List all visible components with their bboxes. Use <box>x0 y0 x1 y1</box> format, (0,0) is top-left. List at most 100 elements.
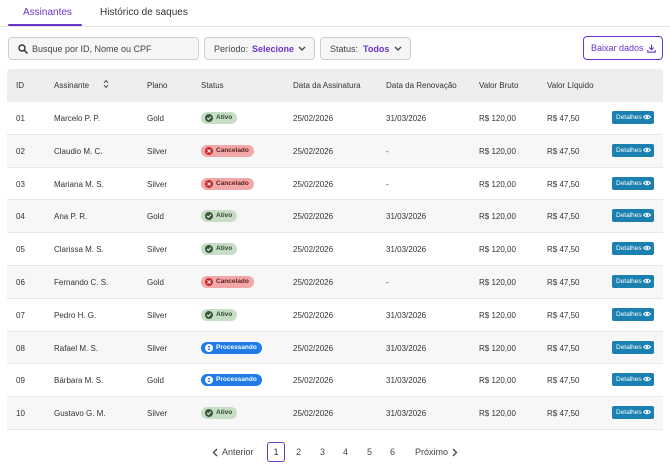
eye-icon <box>643 409 651 415</box>
cell-valor-liquido: R$ 47,50 <box>547 179 580 189</box>
header-valor-liquido: Valor Líquido <box>547 81 594 90</box>
cell-id: 04 <box>16 212 25 222</box>
cell-plano: Gold <box>147 212 164 222</box>
period-filter-value: Selecione <box>252 43 295 54</box>
page-button[interactable]: 4 <box>343 447 349 457</box>
search-icon <box>18 44 28 54</box>
search-input[interactable]: Busque por ID, Nome ou CPF <box>8 37 199 60</box>
status-badge: Ativo <box>201 308 238 321</box>
cell-data-renovacao: 31/03/2026 <box>386 376 427 386</box>
period-filter-dropdown[interactable]: Período: Selecione <box>204 37 315 60</box>
cell-id: 03 <box>16 179 25 189</box>
header-assinante[interactable]: Assinante <box>54 81 90 90</box>
table-row: 10 Gustavo G. M. Silver Ativo 25/02/2026 31/0… <box>7 397 663 430</box>
hourglass-icon <box>205 376 213 385</box>
cell-valor-bruto: R$ 120,00 <box>479 376 516 386</box>
status-badge-label: Ativo <box>216 245 233 253</box>
details-button-label: Detalhes <box>616 277 642 285</box>
cell-plano: Silver <box>147 343 168 353</box>
period-filter-label: Período: <box>214 43 249 54</box>
cell-assinante: Pedro H. G. <box>54 310 97 320</box>
cell-valor-bruto: R$ 120,00 <box>479 343 516 353</box>
cell-assinante: Rafael M. S. <box>54 343 99 353</box>
chevron-down-icon <box>298 46 306 51</box>
status-badge-label: Ativo <box>216 114 233 121</box>
x-circle-icon <box>205 146 213 155</box>
details-button[interactable]: Detalhes <box>612 406 654 420</box>
details-button-label: Detalhes <box>616 179 642 187</box>
table-row: 09 Bárbara M. S. Gold Processando 25/02/2026… <box>7 364 663 398</box>
details-button[interactable]: Detalhes <box>612 176 654 190</box>
hourglass-icon <box>205 343 213 352</box>
details-button[interactable]: Detalhes <box>612 274 654 288</box>
eye-icon <box>643 344 651 349</box>
cell-valor-liquido: R$ 47,50 <box>547 409 580 419</box>
next-page-label: Próximo <box>415 447 449 457</box>
status-badge: Ativo <box>201 243 238 256</box>
status-badge-label: Processando <box>216 376 257 384</box>
status-badge-label: Cancelado <box>216 179 249 187</box>
download-data-button[interactable]: Baixar dados <box>583 36 663 60</box>
cell-data-assinatura: 25/02/2026 <box>293 245 334 255</box>
tab-assinantes[interactable]: Assinantes <box>23 7 72 18</box>
tab-bar: Assinantes Histórico de saques <box>0 0 670 27</box>
previous-page-label: Anterior <box>222 447 254 457</box>
eye-icon <box>643 311 651 316</box>
status-filter-dropdown[interactable]: Status: Todos <box>320 37 411 60</box>
check-circle-icon <box>205 212 213 221</box>
cell-plano: Gold <box>147 277 164 287</box>
tab-historico-de-saques[interactable]: Histórico de saques <box>100 7 188 18</box>
eye-icon <box>643 114 651 120</box>
page-button-current[interactable]: 1 <box>267 442 285 462</box>
page-button[interactable]: 2 <box>296 447 302 457</box>
details-button-label: Detalhes <box>616 245 642 253</box>
table-row: 06 Fernando C. S. Gold Cancelado 25/02/2026 -… <box>7 265 663 299</box>
cell-plano: Gold <box>147 376 164 386</box>
chevron-right-icon <box>452 448 458 457</box>
eye-icon <box>643 278 651 284</box>
check-circle-icon <box>205 245 213 254</box>
cell-data-assinatura: 25/02/2026 <box>293 376 334 386</box>
download-icon <box>647 44 656 53</box>
cell-valor-liquido: R$ 47,50 <box>547 212 580 222</box>
sort-icon[interactable] <box>103 79 109 89</box>
eye-icon <box>643 245 651 251</box>
details-button-label: Detalhes <box>616 310 642 318</box>
page-button[interactable]: 6 <box>390 447 396 457</box>
page-button[interactable]: 3 <box>320 447 326 457</box>
cell-data-renovacao: - <box>386 277 389 287</box>
cell-plano: Gold <box>147 114 164 123</box>
check-circle-icon <box>205 409 213 418</box>
page-button[interactable]: 5 <box>367 447 373 457</box>
status-badge: Cancelado <box>201 275 254 288</box>
cell-assinante: Mariana M. S. <box>54 179 104 189</box>
eye-icon <box>643 180 651 185</box>
cell-plano: Silver <box>147 146 168 156</box>
details-button[interactable]: Detalhes <box>612 340 654 354</box>
cell-valor-bruto: R$ 120,00 <box>479 245 516 255</box>
cell-data-assinatura: 25/02/2026 <box>293 310 334 320</box>
details-button[interactable]: Detalhes <box>612 242 654 256</box>
status-badge: Ativo <box>201 112 238 124</box>
header-status: Status <box>201 81 224 90</box>
details-button-label: Detalhes <box>616 343 642 351</box>
status-badge-label: Ativo <box>216 310 233 318</box>
status-badge-label: Ativo <box>216 409 233 417</box>
previous-page-button[interactable]: Anterior <box>212 447 254 457</box>
details-button[interactable]: Detalhes <box>612 373 654 387</box>
cell-assinante: Fernando C. S. <box>54 277 109 287</box>
status-badge: Ativo <box>201 210 238 223</box>
cell-valor-bruto: R$ 120,00 <box>479 179 516 189</box>
details-button[interactable]: Detalhes <box>612 143 654 157</box>
details-button[interactable]: Detalhes <box>612 209 654 223</box>
status-badge: Cancelado <box>201 144 254 157</box>
details-button[interactable]: Detalhes <box>612 307 654 321</box>
cell-assinante: Clarissa M. S. <box>54 245 104 255</box>
next-page-button[interactable]: Próximo <box>415 447 458 457</box>
cell-id: 01 <box>16 114 25 123</box>
details-button[interactable]: Detalhes <box>612 111 654 124</box>
details-button-label: Detalhes <box>616 409 642 417</box>
cell-data-renovacao: 31/03/2026 <box>386 114 427 123</box>
cell-data-renovacao: 31/03/2026 <box>386 409 427 419</box>
cell-data-renovacao: 31/03/2026 <box>386 245 427 255</box>
